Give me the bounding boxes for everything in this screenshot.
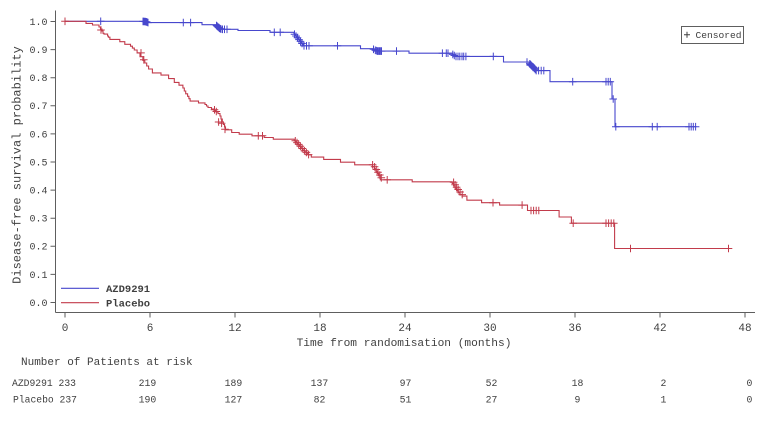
svg-text:30: 30: [483, 323, 496, 335]
svg-text:189: 189: [225, 378, 243, 389]
svg-text:AZD9291 233: AZD9291 233: [12, 378, 76, 389]
svg-text:1.0: 1.0: [29, 18, 47, 29]
svg-text:24: 24: [398, 323, 412, 335]
svg-text:9: 9: [575, 395, 581, 406]
svg-text:18: 18: [313, 323, 326, 335]
svg-text:27: 27: [486, 395, 498, 406]
svg-text:82: 82: [314, 395, 326, 406]
svg-text:0.3: 0.3: [29, 215, 47, 226]
svg-text:0.2: 0.2: [29, 243, 47, 254]
svg-text:190: 190: [139, 395, 157, 406]
svg-text:0.5: 0.5: [29, 158, 47, 169]
svg-text:0: 0: [747, 378, 753, 389]
svg-text:97: 97: [400, 378, 412, 389]
svg-text:0.9: 0.9: [29, 46, 47, 57]
svg-text:52: 52: [486, 378, 498, 389]
svg-text:1: 1: [661, 395, 667, 406]
svg-text:Placebo 237: Placebo 237: [13, 395, 77, 406]
svg-text:Disease-free survival probabil: Disease-free survival probability: [11, 46, 25, 284]
svg-text:Time from randomisation (month: Time from randomisation (months): [297, 338, 512, 350]
svg-text:42: 42: [653, 323, 666, 335]
svg-text:Censored: Censored: [696, 30, 742, 41]
svg-text:51: 51: [400, 395, 412, 406]
svg-text:0.8: 0.8: [29, 74, 47, 85]
svg-text:Number of Patients at risk: Number of Patients at risk: [21, 357, 193, 369]
svg-text:2: 2: [661, 378, 667, 389]
svg-text:0: 0: [62, 323, 69, 335]
svg-text:0.6: 0.6: [29, 130, 47, 141]
svg-text:Placebo: Placebo: [106, 298, 150, 310]
svg-text:127: 127: [225, 395, 243, 406]
svg-text:6: 6: [147, 323, 154, 335]
svg-text:219: 219: [139, 378, 157, 389]
svg-text:0.0: 0.0: [29, 299, 47, 310]
svg-text:12: 12: [228, 323, 241, 335]
svg-text:0.1: 0.1: [29, 271, 47, 282]
svg-text:48: 48: [738, 323, 751, 335]
svg-text:0.4: 0.4: [29, 187, 47, 198]
svg-text:18: 18: [572, 378, 584, 389]
svg-text:0.7: 0.7: [29, 102, 47, 113]
svg-text:0: 0: [747, 395, 753, 406]
svg-text:AZD9291: AZD9291: [106, 284, 150, 296]
svg-text:137: 137: [311, 378, 329, 389]
svg-text:36: 36: [568, 323, 581, 335]
